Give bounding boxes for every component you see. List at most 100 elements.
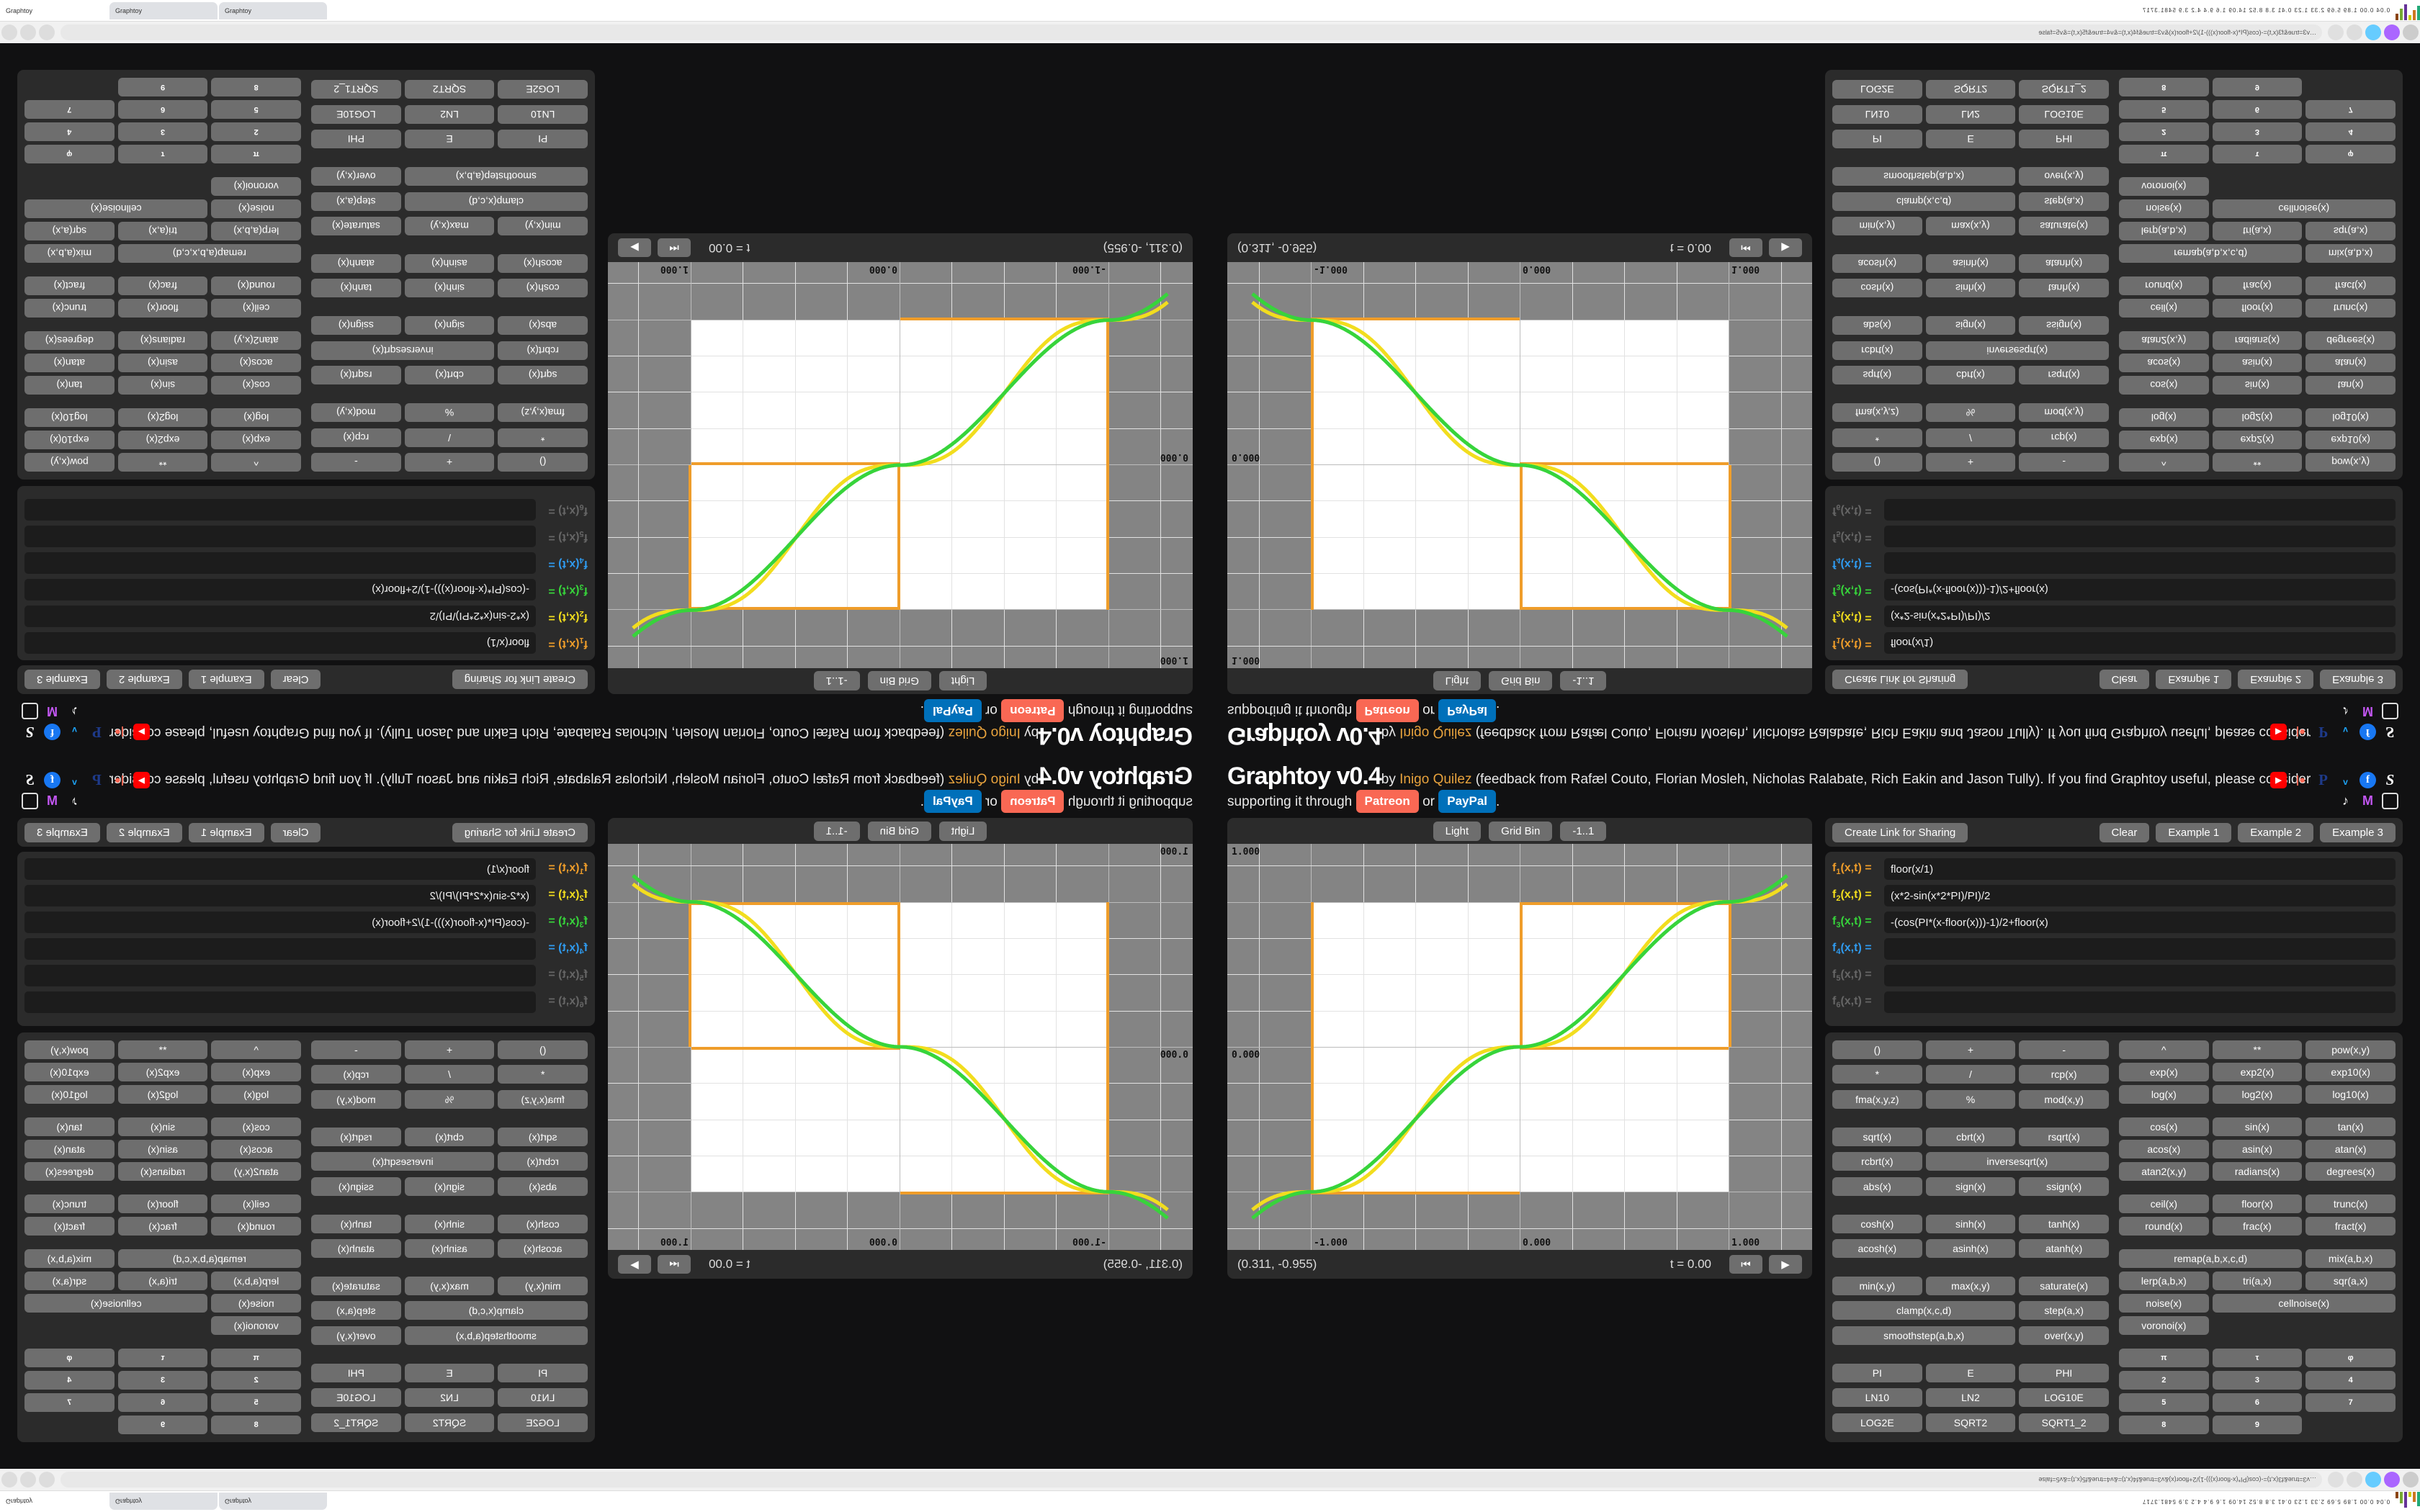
profile-icon[interactable]: [2384, 1472, 2400, 1488]
formula-input-6[interactable]: [24, 499, 536, 521]
keypad-button-[interactable]: φ: [2305, 145, 2396, 163]
keypad-button-tanhx[interactable]: tanh(x): [311, 279, 401, 298]
patreon-button[interactable]: Patreon: [1355, 790, 1419, 813]
keypad-button-fractx[interactable]: fract(x): [2305, 1217, 2396, 1236]
keypad-button-noisex[interactable]: noise(x): [2119, 199, 2209, 218]
extension-icon[interactable]: [2365, 24, 2381, 40]
keypad-button-asinhx[interactable]: asinh(x): [1925, 254, 2016, 274]
keypad-button-rcbrtx[interactable]: rcbrt(x): [498, 1152, 588, 1171]
keypad-button-smoothstepabx[interactable]: smoothstep(a,b,x): [404, 1326, 588, 1345]
youtube-icon[interactable]: ▶: [133, 772, 150, 788]
keypad-button-8[interactable]: 8: [2119, 78, 2209, 96]
keypad-button-degreesx[interactable]: degrees(x): [24, 331, 115, 350]
youtube-icon[interactable]: ▶: [2270, 724, 2287, 740]
keypad-button-[interactable]: ^: [211, 1040, 301, 1059]
tiktok-icon[interactable]: ♪: [71, 704, 78, 719]
keypad-button-exp10x[interactable]: exp10(x): [24, 431, 115, 449]
keypad-button-[interactable]: (): [1832, 453, 1922, 472]
bookmark-icon[interactable]: [2347, 1472, 2362, 1488]
keypad-button-3[interactable]: 3: [2212, 122, 2303, 141]
address-bar-mirror[interactable]: …v3=true&f3(x,t)=-(cos(PI*(x-floor(x)))-…: [60, 1472, 2322, 1488]
keypad-button-ceilx[interactable]: ceil(x): [2119, 299, 2209, 318]
keypad-button-atanhx[interactable]: atanh(x): [2019, 254, 2109, 274]
twitter-icon[interactable]: ᵥ: [2343, 725, 2348, 739]
keypad-button-log2x[interactable]: log2(x): [117, 1085, 208, 1104]
tiktok-icon[interactable]: ♪: [2342, 793, 2349, 808]
keypad-button-exp10x[interactable]: exp10(x): [24, 1063, 115, 1081]
keypad-button-logx[interactable]: log(x): [2119, 408, 2209, 427]
keypad-button-mixabx[interactable]: mix(a,b,x): [2305, 244, 2396, 263]
formula-input-6[interactable]: [1884, 499, 2396, 521]
paypal-icon[interactable]: P: [92, 724, 102, 741]
example-2-button[interactable]: Example 2: [2238, 822, 2314, 842]
keypad-button-atanhx[interactable]: atanh(x): [311, 1238, 401, 1258]
keypad-button-[interactable]: π: [211, 145, 301, 163]
tiktok-icon[interactable]: ♪: [2342, 704, 2349, 719]
create-link-button[interactable]: Create Link for Sharing: [452, 822, 588, 842]
keypad-button-log10x[interactable]: log10(x): [24, 1085, 115, 1104]
keypad-button-2[interactable]: 2: [2119, 1371, 2209, 1390]
keypad-button-[interactable]: -: [2019, 453, 2109, 472]
keypad-button-acosx[interactable]: acos(x): [211, 354, 301, 372]
keypad-button-stepax[interactable]: step(a,x): [2019, 192, 2109, 211]
keypad-button-[interactable]: π: [2119, 1349, 2209, 1367]
keypad-button-[interactable]: -: [311, 453, 401, 472]
keypad-button-roundx[interactable]: round(x): [211, 276, 301, 295]
keypad-button-[interactable]: **: [117, 453, 208, 472]
keypad-button-ssignx[interactable]: ssign(x): [311, 316, 401, 336]
keypad-button-degreesx[interactable]: degrees(x): [24, 1162, 115, 1181]
keypad-button-exp2x[interactable]: exp2(x): [117, 1063, 208, 1081]
keypad-button-sqrax[interactable]: sqr(a,x): [24, 1272, 115, 1290]
keypad-button-log2x[interactable]: log2(x): [117, 408, 208, 427]
keypad-button-lerpabx[interactable]: lerp(a,b,x): [211, 1272, 301, 1290]
formula-input-2[interactable]: [24, 606, 536, 627]
keypad-button-cosx[interactable]: cos(x): [211, 376, 301, 395]
example-2-button[interactable]: Example 2: [2238, 670, 2314, 690]
keypad-button-mixabx[interactable]: mix(a,b,x): [2305, 1249, 2396, 1268]
keypad-button-5[interactable]: 5: [2119, 100, 2209, 119]
keypad-button-powxy[interactable]: pow(x,y): [2305, 1040, 2396, 1059]
grid-toggle-button[interactable]: Grid Bin: [1489, 821, 1553, 841]
keypad-button-[interactable]: φ: [24, 145, 115, 163]
keypad-button-floorx[interactable]: floor(x): [2212, 1194, 2303, 1213]
keypad-button-cosx[interactable]: cos(x): [2119, 376, 2209, 395]
keypad-button-8[interactable]: 8: [211, 1416, 301, 1434]
keypad-button-log2x[interactable]: log2(x): [2212, 408, 2303, 427]
keypad-button-E[interactable]: E: [404, 130, 495, 149]
range-button[interactable]: -1..1: [813, 671, 860, 691]
keypad-button-atan2xy[interactable]: atan2(x,y): [211, 1162, 301, 1181]
keypad-button-ceilx[interactable]: ceil(x): [211, 299, 301, 318]
keypad-button-maxxy[interactable]: max(x,y): [404, 1276, 495, 1295]
formula-input-6[interactable]: [1884, 991, 2396, 1013]
keypad-button-sinhx[interactable]: sinh(x): [1925, 1214, 2016, 1233]
keypad-button-4[interactable]: 4: [2305, 1371, 2396, 1390]
twitter-icon[interactable]: ᵥ: [72, 725, 77, 739]
keypad-button-LN2[interactable]: LN2: [1925, 1388, 2016, 1408]
keypad-button-floorx[interactable]: floor(x): [2212, 299, 2303, 318]
keypad-button-sinx[interactable]: sin(x): [117, 376, 208, 395]
keypad-button-SQRT12[interactable]: SQRT1_2: [2019, 80, 2109, 99]
keypad-button-4[interactable]: 4: [2305, 122, 2396, 141]
keypad-button-3[interactable]: 3: [2212, 1371, 2303, 1390]
keypad-button-[interactable]: τ: [117, 145, 208, 163]
create-link-button[interactable]: Create Link for Sharing: [452, 670, 588, 690]
clear-button[interactable]: Clear: [270, 822, 321, 842]
keypad-button-atan2xy[interactable]: atan2(x,y): [2119, 1162, 2209, 1181]
keypad-button-SQRT2[interactable]: SQRT2: [404, 1413, 495, 1432]
keypad-button-degreesx[interactable]: degrees(x): [2305, 1162, 2396, 1181]
theme-toggle-button[interactable]: Light: [938, 821, 987, 841]
keypad-button-modxy[interactable]: mod(x,y): [2019, 403, 2109, 423]
shadertoy-icon[interactable]: S: [2385, 724, 2395, 741]
formula-input-5[interactable]: [24, 526, 536, 547]
example-2-button[interactable]: Example 2: [106, 670, 182, 690]
keypad-button-inversesqrtx[interactable]: inversesqrt(x): [1925, 1152, 2109, 1171]
keypad-button-[interactable]: -: [2019, 1040, 2109, 1059]
keypad-button-degreesx[interactable]: degrees(x): [2305, 331, 2396, 350]
keypad-button-tanhx[interactable]: tanh(x): [2019, 1214, 2109, 1233]
keypad-button-roundx[interactable]: round(x): [2119, 276, 2209, 295]
keypad-button-atanx[interactable]: atan(x): [24, 1140, 115, 1158]
keypad-button-2[interactable]: 2: [211, 122, 301, 141]
reload-icon[interactable]: [39, 1472, 55, 1488]
rewind-icon[interactable]: ⏮: [1729, 238, 1762, 257]
formula-input-6[interactable]: [24, 991, 536, 1013]
